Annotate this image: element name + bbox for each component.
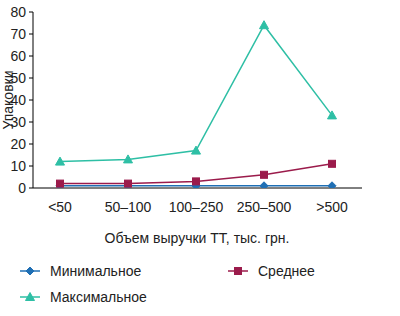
y-tick xyxy=(29,78,33,79)
series-point xyxy=(56,157,65,165)
legend-marker xyxy=(235,268,242,275)
y-tick xyxy=(29,122,33,123)
y-tick xyxy=(29,56,33,57)
y-tick-label: 80 xyxy=(10,4,26,20)
y-axis-label: Упаковки xyxy=(0,70,16,129)
series-point xyxy=(57,180,64,187)
series-line xyxy=(60,25,332,161)
legend-label: Среднее xyxy=(258,263,315,279)
legend-marker xyxy=(26,267,34,275)
series-point xyxy=(328,182,336,188)
plot-marks xyxy=(56,21,337,188)
x-tick-label: >500 xyxy=(316,199,348,215)
x-tick-label: 100–250 xyxy=(169,199,224,215)
legend-label: Минимальное xyxy=(50,263,141,279)
series-point xyxy=(260,182,268,188)
x-tick-label: 250–500 xyxy=(237,199,292,215)
legend-marker xyxy=(26,293,35,301)
y-tick xyxy=(29,100,33,101)
series-point xyxy=(124,155,133,163)
x-axis-label: Объем выручки ТТ, тыс. грн. xyxy=(105,230,290,246)
legend-label: Максимальное xyxy=(50,289,147,305)
y-tick-label: 0 xyxy=(18,180,26,196)
x-tick-label: <50 xyxy=(48,199,72,215)
series-point xyxy=(329,160,336,167)
y-tick xyxy=(29,12,33,13)
y-tick xyxy=(29,188,33,189)
y-tick xyxy=(29,144,33,145)
y-tick-label: 60 xyxy=(10,48,26,64)
series-point xyxy=(125,180,132,187)
series-point xyxy=(260,21,269,29)
chart: 01020304050607080<5050–100100–250250–500… xyxy=(0,0,400,316)
series-point xyxy=(261,171,268,178)
y-tick-label: 20 xyxy=(10,136,26,152)
y-tick xyxy=(29,166,33,167)
x-tick-label: 50–100 xyxy=(105,199,152,215)
y-tick-label: 10 xyxy=(10,158,26,174)
series-point xyxy=(193,178,200,185)
y-tick xyxy=(29,34,33,35)
y-tick-label: 70 xyxy=(10,26,26,42)
series-point xyxy=(328,111,337,119)
series-point xyxy=(192,146,201,154)
